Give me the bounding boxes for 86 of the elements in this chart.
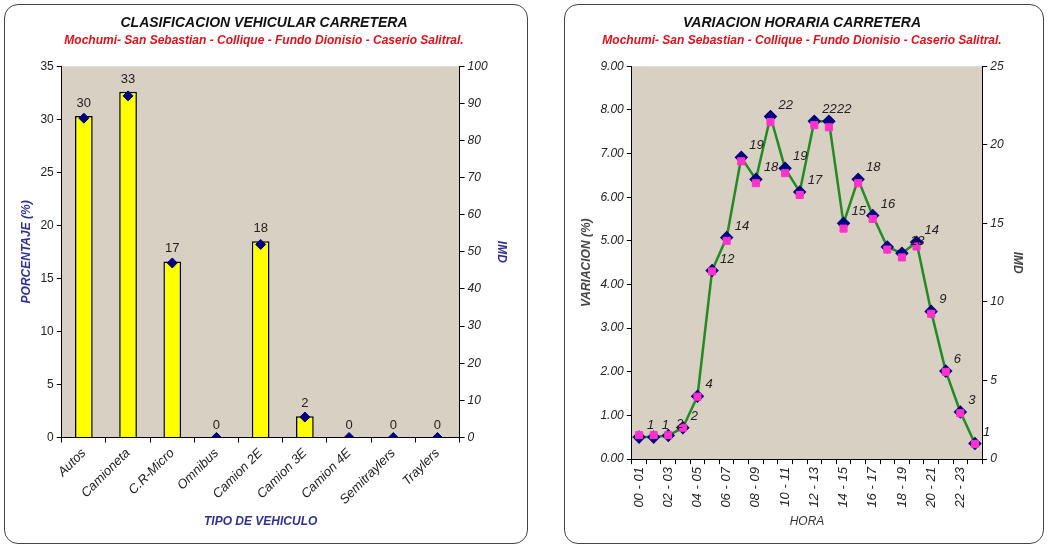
x-tick-label: 20 - 21 [922, 467, 938, 509]
data-label: 22 [821, 101, 838, 117]
y-tick-label: 10 [40, 323, 55, 338]
data-label: 4 [705, 376, 713, 392]
y2-tick-label: 0 [990, 451, 998, 466]
y-tick-label: 3.00 [600, 320, 625, 335]
y2-tick-label: 90 [467, 95, 482, 110]
data-label: 2 [689, 407, 699, 423]
y2-tick-label: 70 [467, 169, 482, 184]
x-tick-label: 18 - 19 [893, 467, 909, 508]
chart-subtitle: Mochumi- San Sebastian - Collique - Fundo Dionisio - Caserio Salitral. [64, 33, 464, 48]
x-tick-label: 10 - 11 [776, 467, 792, 507]
x-tick-label: 04 - 05 [689, 466, 705, 508]
data-label: 17 [807, 172, 823, 188]
y2-tick-label: 10 [990, 294, 1004, 309]
y2-tick-label: 60 [467, 207, 482, 222]
x-tick-label: 02 - 03 [659, 466, 675, 508]
y2-tick-label: 5 [990, 372, 998, 387]
data-label: 3 [968, 392, 977, 408]
y2-tick-label: 40 [467, 281, 482, 296]
y2-tick-label: 20 [466, 355, 482, 370]
chart-subtitle: Mochumi- San Sebastian - Collique - Fundo Dionisio - Caserio Salitral. [602, 33, 1002, 48]
data-label: 22 [835, 101, 853, 117]
chart-title: VARIACION HORARIA CARRETERA [683, 14, 921, 31]
data-label: 1 [647, 417, 655, 433]
y2-tick-label: 15 [990, 215, 1004, 230]
y-tick-label: 2.00 [599, 364, 625, 379]
data-label: 18 [866, 159, 882, 175]
x-tick-label: 16 - 17 [864, 466, 880, 508]
data-label: 12 [720, 250, 736, 266]
chart-title: CLASIFICACION VEHICULAR CARRETERA [120, 14, 408, 31]
data-label: 0 [389, 416, 397, 432]
data-label: 0 [212, 416, 221, 432]
y2-axis-title: IMD [1011, 251, 1026, 274]
y2-tick-label: 0 [467, 429, 475, 444]
data-label: 14 [924, 222, 939, 238]
y-tick-label: 4.00 [600, 276, 625, 291]
data-label: 18 [763, 159, 780, 175]
data-label: 0 [433, 416, 442, 432]
y-tick-label: 8.00 [600, 102, 625, 117]
y-axis-title: PORCENTAJE (%) [18, 200, 33, 304]
data-label: 14 [734, 217, 750, 233]
x-tick-label: 14 - 15 [835, 466, 851, 508]
data-label: 30 [76, 95, 92, 111]
y-tick-label: 30 [40, 111, 55, 126]
y-tick-label: 20 [40, 217, 55, 232]
data-label: 22 [777, 96, 794, 112]
data-label: 6 [953, 351, 962, 367]
data-label: 9 [939, 291, 947, 307]
data-label: 17 [165, 240, 180, 256]
y2-tick-label: 30 [467, 318, 482, 333]
x-axis-title: TIPO DE VEHICULO [203, 514, 318, 529]
y2-tick-label: 20 [989, 137, 1004, 152]
y2-tick-label: 50 [467, 244, 482, 259]
y-tick-label: 5.00 [600, 233, 625, 248]
y-axis-title: VARIACION (%) [578, 218, 593, 307]
data-label: 1 [661, 417, 669, 433]
x-tick-label: 22 - 23 [951, 466, 967, 509]
y2-tick-label: 80 [467, 132, 482, 147]
y-tick-label: 0.00 [600, 451, 625, 466]
y2-tick-label: 10 [467, 392, 482, 407]
y2-tick-label: 25 [989, 58, 1004, 73]
x-tick-label: 06 - 07 [718, 466, 734, 508]
y-tick-label: 0 [47, 429, 55, 444]
data-label: 15 [851, 203, 867, 219]
data-label: 1 [982, 423, 991, 439]
y2-axis-title: IMD [495, 240, 510, 264]
x-tick-label: 12 - 13 [805, 466, 821, 508]
y2-tick-label: 100 [467, 58, 488, 73]
y-tick-label: 5 [47, 376, 55, 391]
x-axis-title: HORA [789, 514, 825, 529]
data-label: 33 [120, 70, 136, 86]
data-label: 13 [909, 233, 926, 249]
data-label: 0 [345, 416, 353, 432]
x-tick-label: 08 - 09 [747, 467, 763, 508]
y-tick-label: 6.00 [600, 189, 625, 204]
y-tick-label: 1.00 [600, 407, 625, 422]
x-tick-label: 00 - 01 [630, 467, 646, 508]
data-label: 18 [253, 220, 268, 236]
y-tick-label: 25 [40, 164, 55, 179]
data-label: 2 [301, 395, 309, 411]
y-tick-label: 15 [40, 270, 55, 285]
y-tick-label: 7.00 [600, 145, 625, 160]
y-tick-label: 9.00 [600, 58, 625, 73]
data-label: 16 [880, 195, 896, 211]
y-tick-label: 35 [40, 58, 55, 73]
